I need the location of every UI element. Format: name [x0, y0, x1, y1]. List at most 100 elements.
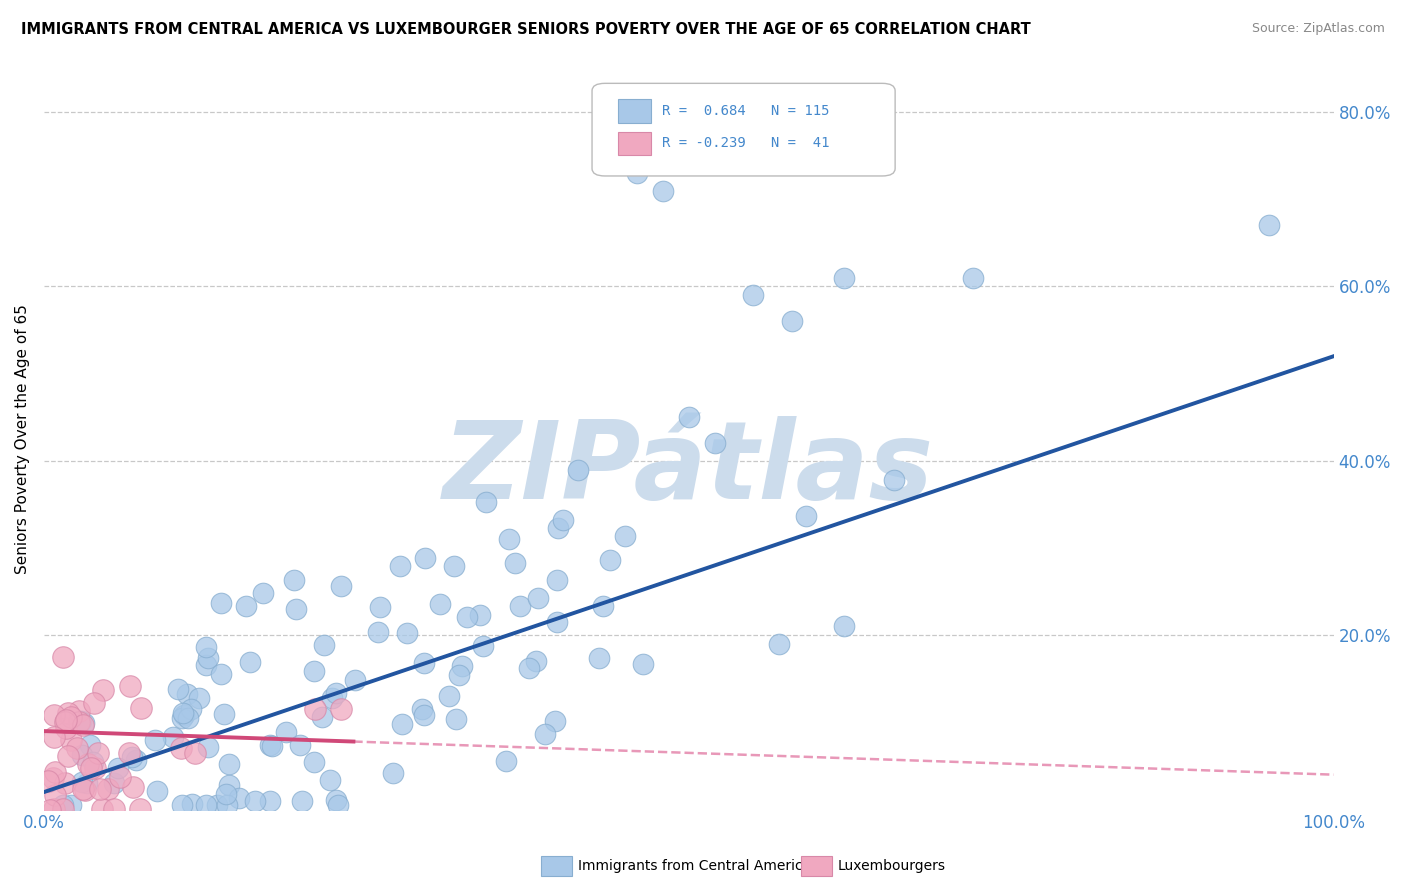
Point — [56, 748, 79, 763]
Point — [633, 657, 655, 671]
Point — [67, 704, 90, 718]
Point — [194, 640, 217, 654]
Point — [194, 798, 217, 813]
Point — [368, 600, 391, 615]
Point — [413, 551, 436, 566]
Point — [447, 668, 470, 682]
Point — [44, 765, 66, 780]
Bar — [617, 131, 651, 155]
Point — [381, 765, 404, 780]
Point — [42, 731, 65, 745]
Point — [103, 776, 125, 790]
Point — [388, 559, 411, 574]
Point — [167, 682, 190, 697]
Point — [626, 166, 648, 180]
Point — [162, 730, 184, 744]
Point — [55, 715, 77, 730]
Point — [188, 690, 211, 705]
Point — [411, 702, 433, 716]
Point — [524, 654, 547, 668]
Point — [90, 802, 112, 816]
Point — [546, 615, 568, 629]
Point — [180, 702, 202, 716]
Point — [742, 288, 765, 302]
Point — [72, 781, 94, 796]
Point — [211, 667, 233, 681]
Point — [84, 761, 107, 775]
Point — [67, 714, 90, 729]
Point — [235, 599, 257, 614]
Point — [456, 610, 478, 624]
Point — [80, 760, 103, 774]
Point — [51, 650, 73, 665]
Point — [311, 710, 333, 724]
Point — [678, 410, 700, 425]
Point — [832, 270, 855, 285]
Point — [592, 599, 614, 614]
Point — [120, 679, 142, 693]
Point — [143, 733, 166, 747]
Point — [319, 772, 342, 787]
Point — [391, 717, 413, 731]
Text: Luxembourgers: Luxembourgers — [838, 859, 946, 873]
Point — [42, 708, 65, 723]
Point — [212, 706, 235, 721]
Text: R = -0.239   N =  41: R = -0.239 N = 41 — [662, 136, 830, 151]
Point — [567, 463, 589, 477]
Point — [243, 794, 266, 808]
Point — [108, 770, 131, 784]
Point — [588, 651, 610, 665]
Point — [128, 802, 150, 816]
Point — [285, 602, 308, 616]
Point — [79, 739, 101, 753]
Point — [544, 714, 567, 728]
Point — [91, 683, 114, 698]
Point — [180, 797, 202, 812]
Point — [145, 784, 167, 798]
Point — [70, 774, 93, 789]
Point — [170, 741, 193, 756]
Point — [367, 624, 389, 639]
Point — [443, 559, 465, 574]
Point — [214, 787, 236, 801]
Point — [330, 578, 353, 592]
Point — [768, 637, 790, 651]
Point — [509, 599, 531, 614]
Point — [55, 721, 77, 735]
Point — [70, 747, 93, 762]
Text: ZIPátlas: ZIPátlas — [443, 416, 935, 522]
Point — [218, 757, 240, 772]
Point — [77, 756, 100, 771]
Point — [553, 513, 575, 527]
Point — [302, 664, 325, 678]
Point — [209, 595, 232, 609]
Point — [291, 794, 314, 808]
Point — [83, 696, 105, 710]
Point — [55, 714, 77, 728]
Point — [218, 778, 240, 792]
Text: Immigrants from Central America: Immigrants from Central America — [578, 859, 811, 873]
Point — [89, 781, 111, 796]
Point — [413, 707, 436, 722]
Point — [197, 739, 219, 754]
Point — [325, 686, 347, 700]
Point — [321, 690, 343, 705]
Point — [468, 608, 491, 623]
Point — [76, 776, 98, 790]
Point — [613, 529, 636, 543]
Point — [883, 473, 905, 487]
Point — [197, 651, 219, 665]
Point — [503, 556, 526, 570]
Point — [546, 573, 568, 587]
Point — [184, 747, 207, 761]
Point — [176, 687, 198, 701]
Point — [177, 711, 200, 725]
Point — [288, 738, 311, 752]
Point — [97, 782, 120, 797]
Point — [498, 533, 520, 547]
Point — [239, 655, 262, 669]
Point — [60, 732, 83, 747]
Point — [121, 749, 143, 764]
Point — [39, 803, 62, 817]
Point — [52, 802, 75, 816]
